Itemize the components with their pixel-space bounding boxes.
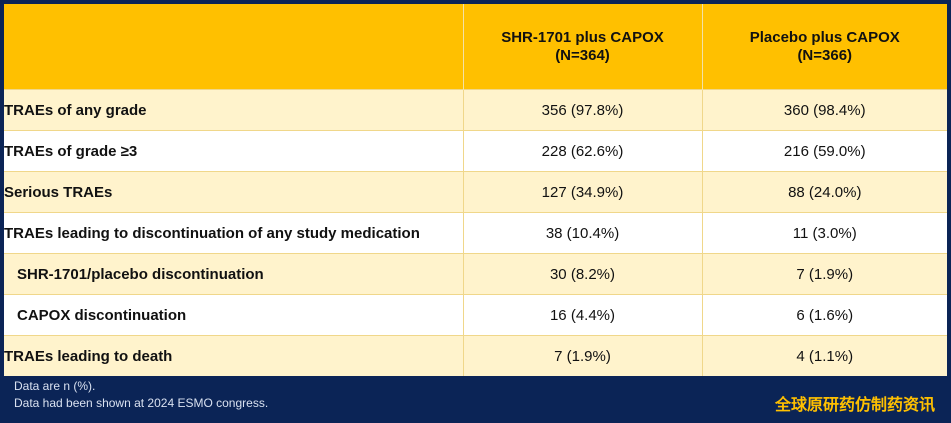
table-row: CAPOX discontinuation 16 (4.4%) 6 (1.6%): [4, 294, 947, 336]
header-empty-cell: [4, 4, 464, 90]
table-body: TRAEs of any grade 356 (97.8%) 360 (98.4%)…: [4, 89, 947, 376]
placebo-value: 4 (1.1%): [702, 335, 947, 376]
trae-table-container: SHR-1701 plus CAPOX (N=364) Placebo plus…: [4, 4, 947, 376]
placebo-value: 7 (1.9%): [702, 253, 947, 295]
row-label: TRAEs leading to death: [4, 335, 464, 376]
header-placebo-n: (N=366): [797, 46, 853, 64]
placebo-value: 360 (98.4%): [702, 89, 947, 131]
table-row: TRAEs leading to discontinuation of any …: [4, 212, 947, 254]
table-row: TRAEs leading to death 7 (1.9%) 4 (1.1%): [4, 335, 947, 376]
row-label: CAPOX discontinuation: [4, 294, 464, 336]
shr1701-value: 228 (62.6%): [463, 130, 703, 172]
header-placebo-title: Placebo plus CAPOX: [749, 28, 900, 46]
shr1701-value: 38 (10.4%): [463, 212, 703, 254]
table-row: Serious TRAEs 127 (34.9%) 88 (24.0%): [4, 171, 947, 213]
row-label: TRAEs of grade ≥3: [4, 130, 464, 172]
placebo-value: 11 (3.0%): [702, 212, 947, 254]
header-placebo-capox: Placebo plus CAPOX (N=366): [702, 4, 947, 90]
shr1701-value: 16 (4.4%): [463, 294, 703, 336]
watermark-text: 全球原研药仿制药资讯: [774, 395, 935, 414]
table-row: TRAEs of any grade 356 (97.8%) 360 (98.4%): [4, 89, 947, 131]
placebo-value: 216 (59.0%): [702, 130, 947, 172]
table-header-row: SHR-1701 plus CAPOX (N=364) Placebo plus…: [4, 4, 947, 90]
footnotes: Data are n (%). Data had been shown at 2…: [14, 378, 268, 412]
header-shr1701-title: SHR-1701 plus CAPOX: [501, 28, 664, 46]
row-label: TRAEs leading to discontinuation of any …: [4, 212, 464, 254]
table-row: SHR-1701/placebo discontinuation 30 (8.2%…: [4, 253, 947, 295]
trae-summary-table: SHR-1701 plus CAPOX (N=364) Placebo plus…: [4, 4, 947, 376]
placebo-value: 88 (24.0%): [702, 171, 947, 213]
shr1701-value: 127 (34.9%): [463, 171, 703, 213]
row-label: TRAEs of any grade: [4, 89, 464, 131]
placebo-value: 6 (1.6%): [702, 294, 947, 336]
header-shr1701-capox: SHR-1701 plus CAPOX (N=364): [463, 4, 703, 90]
footnote-source: Data had been shown at 2024 ESMO congres…: [14, 396, 269, 410]
header-shr1701-n: (N=364): [555, 46, 610, 64]
row-label: SHR-1701/placebo discontinuation: [4, 253, 464, 295]
shr1701-value: 356 (97.8%): [463, 89, 703, 131]
row-label: Serious TRAEs: [4, 171, 464, 213]
table-row: TRAEs of grade ≥3 228 (62.6%) 216 (59.0%): [4, 130, 947, 172]
shr1701-value: 30 (8.2%): [463, 253, 703, 295]
footnote-data-format: Data are n (%).: [14, 379, 96, 393]
shr1701-value: 7 (1.9%): [463, 335, 703, 376]
